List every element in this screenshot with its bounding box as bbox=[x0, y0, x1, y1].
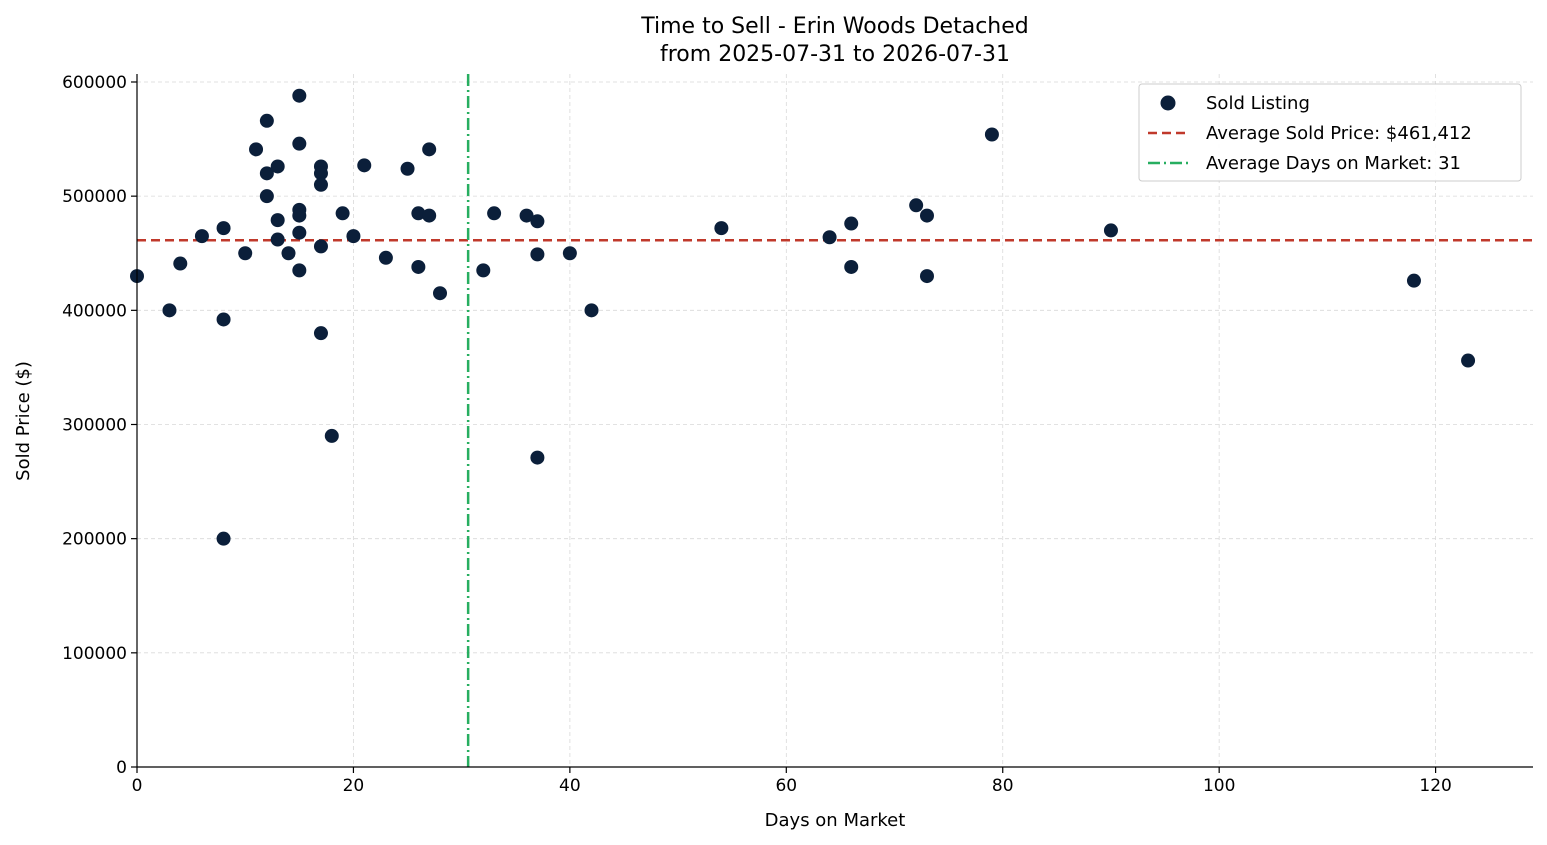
data-point bbox=[270, 213, 285, 228]
data-point bbox=[844, 259, 859, 274]
x-tick-label: 20 bbox=[343, 776, 365, 796]
data-point bbox=[822, 230, 837, 245]
data-point bbox=[216, 312, 231, 327]
data-point bbox=[919, 269, 934, 284]
data-point bbox=[194, 229, 209, 244]
data-point bbox=[919, 208, 934, 223]
data-point bbox=[216, 221, 231, 236]
data-point bbox=[173, 256, 188, 271]
data-point bbox=[313, 326, 328, 341]
data-point bbox=[984, 127, 999, 142]
x-tick-label: 40 bbox=[559, 776, 581, 796]
y-tick-label: 100000 bbox=[62, 644, 127, 664]
data-point bbox=[844, 216, 859, 231]
data-point bbox=[335, 206, 350, 221]
reference-lines bbox=[137, 74, 1533, 767]
data-point bbox=[313, 239, 328, 254]
data-point bbox=[313, 166, 328, 181]
x-tick-label: 80 bbox=[992, 776, 1014, 796]
data-point bbox=[292, 88, 307, 103]
data-point bbox=[259, 189, 274, 204]
data-point bbox=[292, 263, 307, 278]
data-point bbox=[259, 166, 274, 181]
y-tick-label: 400000 bbox=[62, 301, 127, 321]
data-point bbox=[292, 208, 307, 223]
y-tick-label: 200000 bbox=[62, 530, 127, 550]
data-point bbox=[422, 142, 437, 157]
x-tick-label: 100 bbox=[1203, 776, 1235, 796]
data-point bbox=[346, 229, 361, 244]
data-point bbox=[270, 232, 285, 247]
axes bbox=[131, 74, 1533, 773]
legend-marker-sold-listing bbox=[1160, 95, 1176, 111]
grid-lines bbox=[136, 74, 1533, 768]
data-point bbox=[530, 450, 545, 465]
data-point bbox=[313, 177, 328, 192]
data-point bbox=[1461, 353, 1476, 368]
legend-box bbox=[1138, 83, 1522, 182]
y-tick-label: 0 bbox=[116, 758, 127, 778]
data-point bbox=[487, 206, 502, 221]
data-point bbox=[378, 250, 393, 265]
data-point bbox=[422, 208, 437, 223]
data-points bbox=[130, 88, 1476, 546]
x-tick-label: 60 bbox=[775, 776, 797, 796]
data-point bbox=[400, 161, 415, 176]
data-point bbox=[519, 208, 534, 223]
data-point bbox=[562, 246, 577, 261]
data-point bbox=[270, 159, 285, 174]
data-point bbox=[584, 303, 599, 318]
data-point bbox=[714, 221, 729, 236]
data-point bbox=[411, 259, 426, 274]
y-axis-label: Sold Price ($) bbox=[13, 361, 34, 481]
legend: Sold Listing Average Sold Price: $461,41… bbox=[1138, 83, 1522, 182]
tick-labels: 0 20 40 60 80 100 120 0 100000 200000 300000 400000… bbox=[62, 73, 1452, 796]
data-point bbox=[433, 286, 448, 301]
x-axis-label: Days on Market bbox=[765, 810, 906, 831]
legend-label-average-price: Average Sold Price: $461,412 bbox=[1206, 123, 1472, 144]
data-point bbox=[292, 136, 307, 151]
data-point bbox=[324, 428, 339, 443]
data-point bbox=[476, 263, 491, 278]
chart-subtitle: from 2025-07-31 to 2026-07-31 bbox=[660, 42, 1010, 67]
chart-title: Time to Sell - Erin Woods Detached bbox=[640, 14, 1028, 39]
legend-label-average-days: Average Days on Market: 31 bbox=[1206, 153, 1461, 174]
data-point bbox=[162, 303, 177, 318]
data-point bbox=[216, 531, 231, 546]
data-point bbox=[281, 246, 296, 261]
data-point bbox=[530, 214, 545, 229]
x-tick-label: 0 bbox=[132, 776, 143, 796]
data-point bbox=[249, 142, 264, 157]
y-tick-label: 500000 bbox=[62, 187, 127, 207]
data-point bbox=[909, 198, 924, 213]
data-point bbox=[1103, 223, 1118, 238]
data-point bbox=[238, 246, 253, 261]
data-point bbox=[411, 206, 426, 221]
legend-label-sold-listing: Sold Listing bbox=[1206, 93, 1310, 114]
x-tick-label: 120 bbox=[1419, 776, 1451, 796]
y-tick-label: 600000 bbox=[62, 73, 127, 93]
data-point bbox=[259, 113, 274, 128]
y-tick-label: 300000 bbox=[62, 415, 127, 435]
data-point bbox=[530, 247, 545, 262]
data-point bbox=[357, 158, 372, 173]
data-point bbox=[1406, 273, 1421, 288]
data-point bbox=[292, 225, 307, 240]
